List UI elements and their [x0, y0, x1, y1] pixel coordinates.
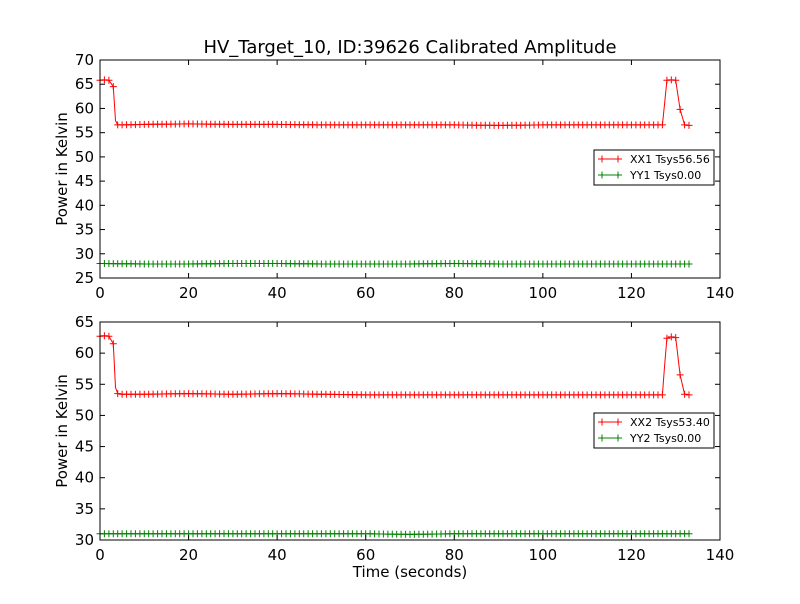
x-tick-label: 140	[706, 284, 735, 302]
y-tick-label: 25	[75, 269, 94, 287]
x-tick-label: 60	[356, 546, 375, 564]
data-point	[105, 76, 113, 84]
x-tick-label: 40	[268, 546, 287, 564]
y-tick-label: 60	[75, 344, 94, 362]
data-point	[676, 105, 684, 113]
x-tick-label: 120	[617, 284, 646, 302]
legend-box	[593, 149, 715, 186]
y-tick-label: 50	[75, 406, 94, 424]
x-tick-label: 100	[529, 284, 558, 302]
x-axis-label: Time (seconds)	[352, 563, 468, 581]
x-tick-label: 140	[706, 546, 735, 564]
data-point	[676, 371, 684, 379]
plot-area-1	[96, 76, 693, 268]
y-tick-label: 60	[75, 99, 94, 117]
legend-swatch-marker	[614, 171, 622, 179]
legend-swatch-marker	[614, 434, 622, 442]
legend-swatch-marker	[598, 418, 606, 426]
y-tick-label: 65	[75, 313, 94, 331]
x-tick-label: 120	[617, 546, 646, 564]
legend-label: YY2 Tsys0.00	[629, 432, 701, 445]
data-point	[672, 76, 680, 84]
x-tick-label: 20	[179, 284, 198, 302]
legend-1: XX1 Tsys56.56 YY1 Tsys0.00	[593, 149, 715, 186]
data-point	[114, 390, 122, 398]
series-line-1-1	[99, 79, 690, 126]
x-tick-label: 80	[445, 546, 464, 564]
y-tick-label: 55	[75, 375, 94, 393]
legend-label: XX2 Tsys53.40	[630, 416, 710, 429]
data-point	[658, 121, 666, 129]
chart-title: HV_Target_10, ID:39626 Calibrated Amplit…	[203, 37, 616, 58]
axes-frame-1	[99, 59, 721, 279]
axes-1: 0 20 40 60 80 100 120 140 25 30 35 40 45 50 55 60 65 70	[75, 51, 734, 302]
y-tick-label: 55	[75, 124, 94, 142]
x-tick-label: 80	[445, 284, 464, 302]
x-tick-label: 40	[268, 284, 287, 302]
y-tick-label: 30	[75, 531, 94, 549]
y-tick-label: 45	[75, 438, 94, 456]
legend-swatch-marker	[598, 434, 606, 442]
data-point	[663, 334, 671, 342]
y-axis-label-2: Power in Kelvin	[53, 374, 71, 488]
data-point	[105, 332, 113, 340]
legend-swatch-marker	[614, 418, 622, 426]
x-tick-label: 100	[529, 546, 558, 564]
axes-frame-2	[99, 321, 721, 541]
y-tick-label: 65	[75, 75, 94, 93]
data-point	[109, 83, 117, 91]
x-tick-label: 20	[179, 546, 198, 564]
y-tick-label: 70	[75, 51, 94, 69]
data-point	[681, 390, 689, 398]
data-point	[681, 121, 689, 129]
data-point	[685, 530, 693, 538]
legend-label: YY1 Tsys0.00	[629, 169, 701, 182]
legend-swatch-marker	[598, 171, 606, 179]
y-tick-label: 35	[75, 221, 94, 239]
series-markers-1-1	[96, 76, 693, 129]
y-tick-label: 45	[75, 172, 94, 190]
y-tick-label: 35	[75, 500, 94, 518]
series-markers-2-1	[96, 332, 693, 399]
data-point	[109, 340, 117, 348]
data-point	[685, 260, 693, 268]
subplot-1: 0 20 40 60 80 100 120 140 25 30 35 40 45 50 55 60 65 70 P…	[53, 51, 734, 302]
series-line-2-1	[99, 335, 690, 396]
x-tick-label: 60	[356, 284, 375, 302]
data-point	[100, 332, 108, 340]
data-point	[685, 121, 693, 129]
series-markers-1-2	[96, 260, 693, 268]
data-point	[672, 334, 680, 342]
legend-box	[593, 412, 715, 449]
y-tick-label: 50	[75, 148, 94, 166]
subplot-2: 0 20 40 60 80 100 120 140 30 35 40 45 50 55 60 65 Power…	[53, 313, 734, 581]
y-tick-label: 40	[75, 469, 94, 487]
x-tick-label: 0	[95, 284, 105, 302]
axes-2: 0 20 40 60 80 100 120 140 30 35 40 45 50 55 60 65	[75, 313, 734, 564]
data-point	[658, 391, 666, 399]
x-tick-label: 0	[95, 546, 105, 564]
plot-area-2	[96, 332, 693, 538]
data-point	[685, 391, 693, 399]
legend-2: XX2 Tsys53.40 YY2 Tsys0.00	[593, 412, 715, 449]
series-markers-2-2	[96, 530, 693, 538]
data-point	[667, 333, 675, 341]
y-tick-label: 30	[75, 245, 94, 263]
y-axis-label-1: Power in Kelvin	[53, 112, 71, 226]
legend-swatch-marker	[598, 155, 606, 163]
legend-label: XX1 Tsys56.56	[630, 153, 710, 166]
legend-swatch-marker	[614, 155, 622, 163]
y-tick-label: 40	[75, 196, 94, 214]
